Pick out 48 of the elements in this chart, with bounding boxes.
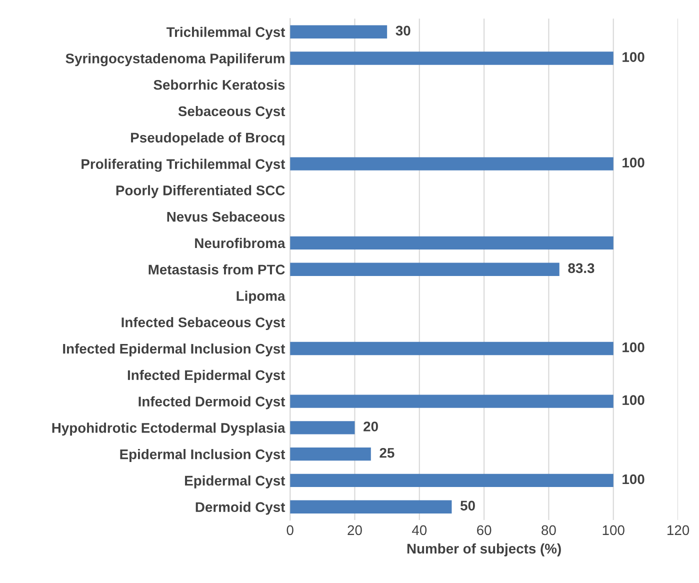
y-tick-label: Seborrhic Keratosis [154,80,285,90]
y-tick-label: Lipoma [236,290,286,304]
y-tick-label: Syringocystadenoma Papiliferum [66,53,284,66]
x-tick-label: 100 [602,525,624,536]
data-label: 20 [364,422,378,432]
y-tick-label: Trichilemmal Cyst [166,26,286,40]
data-label: 30 [396,26,410,36]
y-tick-label: Neurofibroma [195,238,286,248]
y-tick-label: Poorly Differentiated SCC [116,185,285,198]
y-tick-label: Hypohidrotic Ectodermal Dysplasia [52,422,286,436]
y-tick-label: Infected Sebaceous Cyst [122,317,286,330]
y-tick-label: Infected Epidermal Cyst [128,370,286,383]
x-tick-label: 60 [477,525,492,536]
bar [290,157,614,170]
y-tick-label: Pseudopelade of Brocq [131,132,284,146]
bar [290,342,614,356]
bar [290,25,388,38]
y-tick-label: Sebaceous Cyst [178,106,286,119]
x-tick-label: 40 [412,525,427,536]
bar [290,447,371,461]
y-tick-label: Epidermal Cyst [185,475,286,488]
y-tick-label: Nevus Sebaceous [167,212,285,222]
bar [290,474,614,488]
data-label: 100 [622,52,644,62]
x-tick-label: 120 [668,525,690,536]
x-axis-title: Number of subjects (%) [407,543,561,556]
y-tick-label: Metastasis from PTC [148,264,285,275]
data-label: 50 [460,500,475,511]
bar [290,421,355,434]
data-label: 83.3 [568,263,594,274]
y-tick-label: Infected Dermoid Cyst [138,396,286,410]
x-tick-label: 20 [348,525,362,536]
y-tick-label: Dermoid Cyst [196,502,286,515]
x-tick-label: 80 [542,525,556,536]
data-label: 100 [622,158,644,168]
y-tick-label: Proliferating Trichilemmal Cyst [82,158,286,172]
bar [290,262,560,276]
data-label: 100 [622,474,644,484]
data-label: 100 [622,395,644,406]
data-label: 25 [380,448,394,458]
data-label: 100 [622,342,644,352]
bar [290,236,614,250]
x-tick-label: 0 [286,525,294,536]
bar [290,500,452,514]
y-tick-label: Epidermal Inclusion Cyst [120,449,286,462]
bar [290,394,614,408]
y-tick-label: Infected Epidermal Inclusion Cyst [63,343,286,356]
bar [290,52,614,65]
